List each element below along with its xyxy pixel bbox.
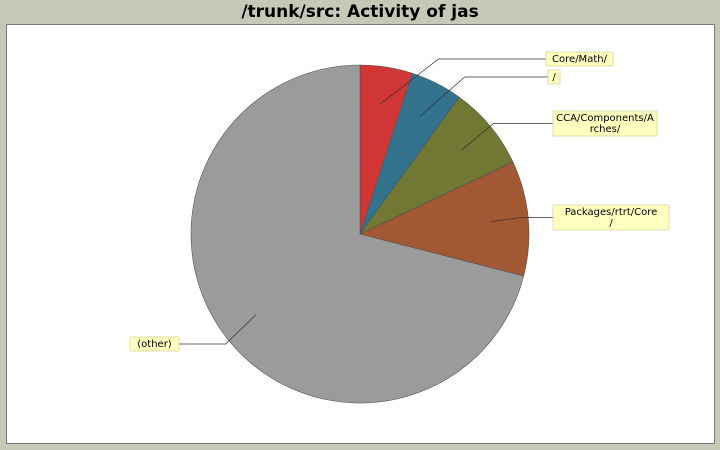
label-box — [552, 204, 670, 231]
leader-line — [380, 58, 546, 105]
leader-line — [491, 217, 553, 222]
label-box — [129, 336, 180, 352]
slice-label-text: / — [609, 218, 613, 229]
slice-label-text: / — [552, 72, 556, 83]
leader-line — [179, 314, 257, 345]
slice-label-root: / — [419, 69, 561, 117]
leader-line — [419, 76, 548, 117]
label-box — [552, 110, 658, 137]
label-box — [547, 69, 561, 85]
slice-label-text: rches/ — [590, 124, 621, 135]
chart-title: /trunk/src: Activity of jas — [241, 2, 479, 22]
slice-label-core-math: Core/Math/ — [380, 51, 614, 105]
slice-label-packages-rtrt-core: Packages/rtrt/Core/ — [491, 204, 670, 231]
slice-label-text: (other) — [137, 339, 172, 350]
slice-label-text: Packages/rtrt/Core — [565, 207, 658, 218]
leader-line — [461, 123, 553, 151]
slice-label-text: Core/Math/ — [552, 54, 608, 65]
slice-label-text: CCA/Components/A — [556, 113, 654, 124]
pie-slice-other — [190, 64, 525, 404]
pie-slice-packages-rtrt-core — [359, 161, 530, 277]
label-box — [545, 51, 614, 67]
slice-label-other: (other) — [129, 314, 257, 352]
